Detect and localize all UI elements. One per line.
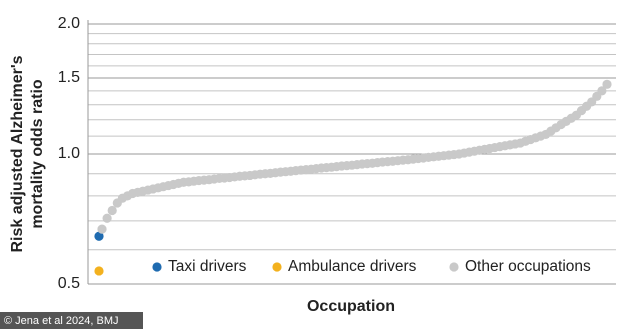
grid xyxy=(88,23,616,285)
legend-label: Ambulance drivers xyxy=(288,258,417,275)
y-axis-label: mortality odds ratio xyxy=(29,79,46,229)
data-point xyxy=(94,266,104,276)
y-axis-label: Risk adjusted Alzheimer's xyxy=(9,55,26,252)
data-point xyxy=(597,86,607,96)
legend-label: Taxi drivers xyxy=(168,258,247,275)
y-tick-label: 1.5 xyxy=(58,69,80,86)
credit: © Jena et al 2024, BMJ xyxy=(4,315,119,327)
data-point xyxy=(107,205,117,216)
legend-marker xyxy=(272,262,282,272)
data-point xyxy=(602,79,612,89)
y-tick-label: 0.5 xyxy=(58,275,80,292)
data-point xyxy=(97,224,107,234)
legend-label: Other occupations xyxy=(465,258,591,275)
x-axis-label: Occupation xyxy=(307,298,395,315)
credit-background xyxy=(0,312,143,329)
y-tick-label: 2.0 xyxy=(58,15,80,32)
legend-marker xyxy=(152,262,162,272)
y-tick-label: 1.0 xyxy=(58,145,80,162)
data-point xyxy=(94,231,104,241)
legend-marker xyxy=(449,262,459,272)
data-point xyxy=(102,213,112,223)
